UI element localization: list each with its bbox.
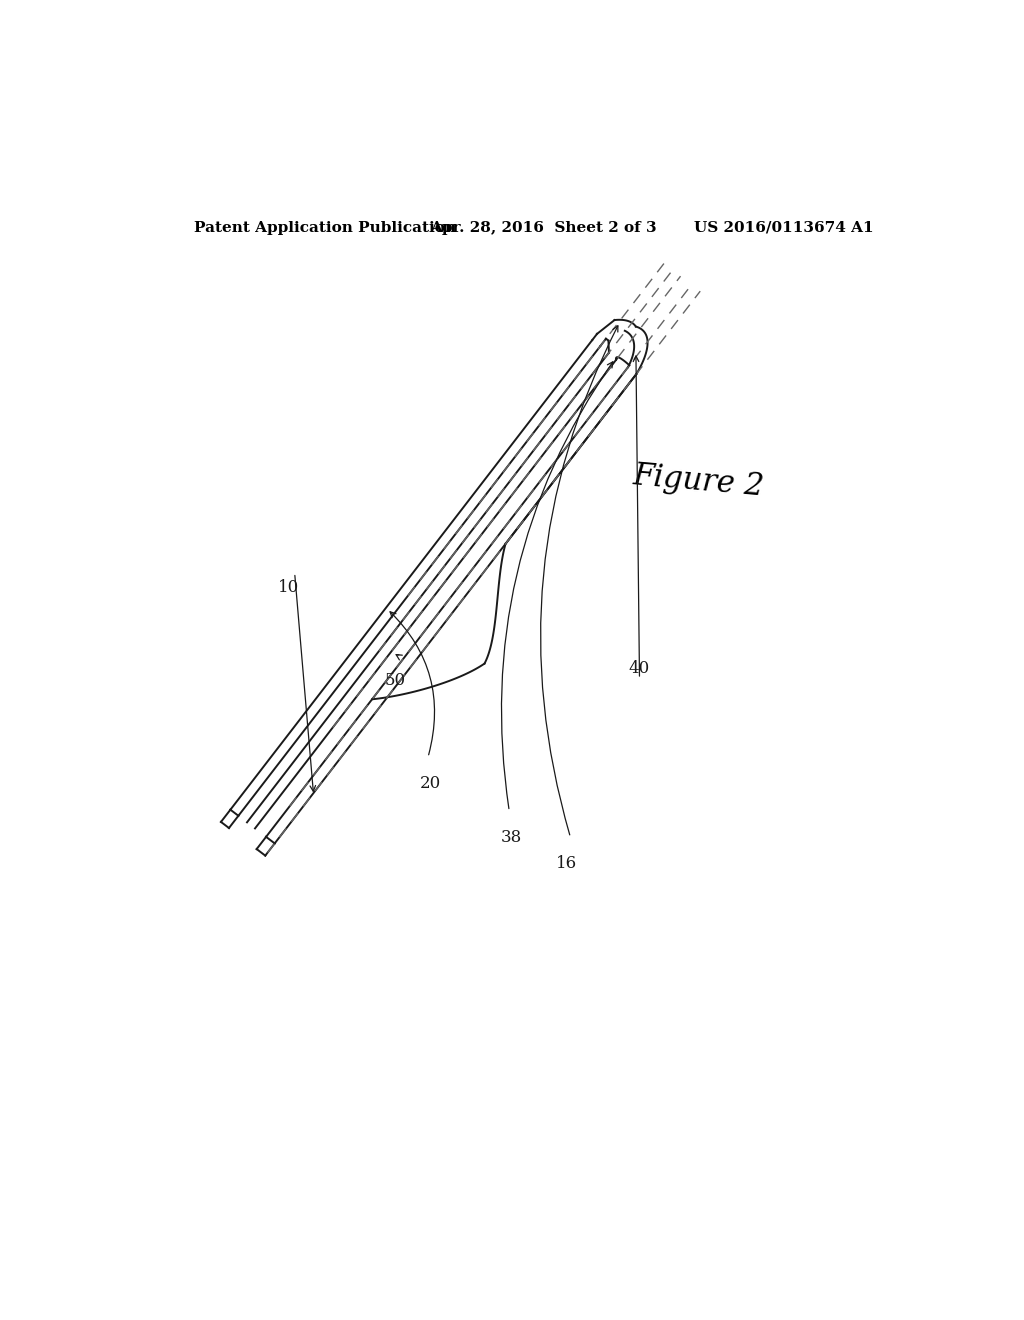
Text: Patent Application Publication: Patent Application Publication bbox=[194, 220, 456, 235]
Text: 16: 16 bbox=[556, 855, 578, 873]
Text: 40: 40 bbox=[629, 660, 650, 677]
Text: Figure 2: Figure 2 bbox=[632, 461, 766, 503]
Text: 38: 38 bbox=[501, 829, 522, 846]
Text: 20: 20 bbox=[420, 775, 441, 792]
Text: 10: 10 bbox=[278, 578, 299, 595]
Text: 50: 50 bbox=[385, 672, 406, 689]
Text: US 2016/0113674 A1: US 2016/0113674 A1 bbox=[693, 220, 873, 235]
Text: Apr. 28, 2016  Sheet 2 of 3: Apr. 28, 2016 Sheet 2 of 3 bbox=[430, 220, 656, 235]
